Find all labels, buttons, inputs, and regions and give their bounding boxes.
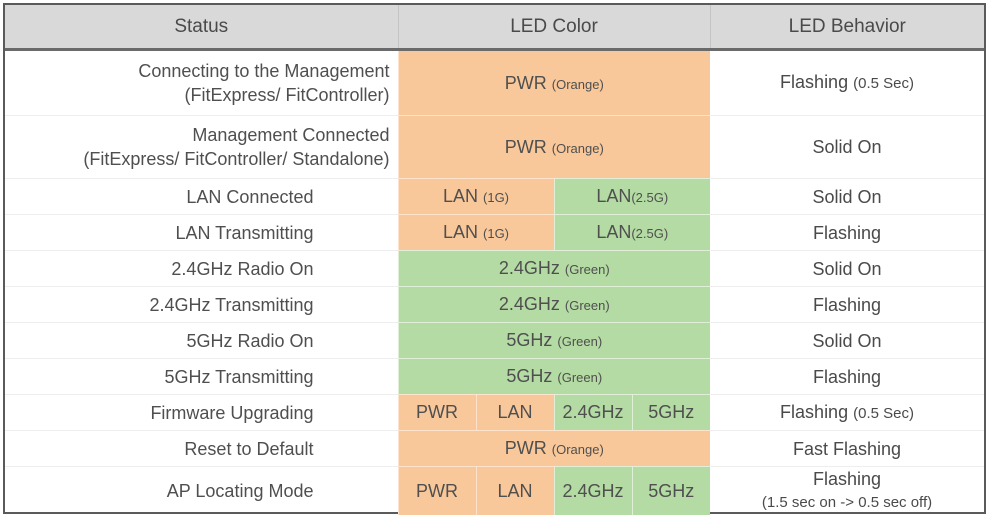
- led-label: PWR: [504, 438, 547, 458]
- led-color-cell: PWR (Orange): [397, 430, 711, 467]
- table-row: LAN Connected LAN (1G) LAN(2.5G) Solid O…: [5, 178, 984, 215]
- status-cell: Firmware Upgrading: [5, 394, 398, 431]
- led-label: 2.4GHz: [498, 294, 560, 314]
- behavior-note: (1.5 sec on -> 0.5 sec off): [761, 494, 933, 511]
- status-cell: 5GHz Radio On: [5, 322, 398, 359]
- header-status: Status: [5, 5, 399, 51]
- led-5ghz-cell: 5GHz: [631, 394, 711, 431]
- led-note: (Green): [557, 334, 603, 349]
- led-color-cell: 5GHz (Green): [397, 322, 711, 359]
- led-color-cell: 5GHz (Green): [397, 358, 711, 395]
- table-row: 5GHz Radio On 5GHz (Green) Solid On: [5, 322, 984, 359]
- led-color-cell: PWR (Orange): [397, 115, 711, 179]
- status-cell: Management Connected (FitExpress/ FitCont…: [5, 115, 398, 179]
- behavior-cell: Flashing (0.5 Sec): [710, 394, 984, 431]
- led-24ghz-cell: 2.4GHz: [553, 466, 632, 515]
- behavior-cell: Flashing: [710, 286, 984, 323]
- led-label: 5GHz: [506, 330, 553, 350]
- status-cell: Connecting to the Management (FitExpress/…: [5, 49, 398, 116]
- behavior-text: Flashing: [780, 72, 849, 92]
- led-5ghz-cell: 5GHz: [631, 466, 711, 515]
- behavior-cell: Fast Flashing: [710, 430, 984, 467]
- table-row: Firmware Upgrading PWR LAN 2.4GHz 5GHz F…: [5, 394, 984, 431]
- behavior-cell: Solid On: [710, 115, 984, 179]
- header-led-behavior: LED Behavior: [710, 5, 984, 51]
- led-note: (2.5G): [631, 190, 669, 205]
- behavior-cell: Solid On: [710, 250, 984, 287]
- table-row: 2.4GHz Transmitting 2.4GHz (Green) Flash…: [5, 286, 984, 323]
- behavior-cell: Solid On: [710, 178, 984, 215]
- behavior-cell: Flashing: [710, 214, 984, 251]
- table-row: 5GHz Transmitting 5GHz (Green) Flashing: [5, 358, 984, 395]
- led-note: (1G): [483, 190, 510, 205]
- behavior-cell: Flashing (0.5 Sec): [710, 49, 984, 116]
- status-subtext: (FitExpress/ FitController): [184, 85, 390, 105]
- behavior-note: (0.5 Sec): [853, 75, 914, 92]
- status-cell: Reset to Default: [5, 430, 398, 467]
- led-lan-cell: LAN: [475, 394, 554, 431]
- led-label: LAN: [596, 222, 632, 242]
- behavior-cell: Flashing: [710, 358, 984, 395]
- status-cell: AP Locating Mode: [5, 466, 398, 515]
- led-status-table: Status LED Color LED Behavior Connecting…: [5, 5, 984, 515]
- led-color-cell: LAN (1G): [397, 178, 554, 215]
- led-color-cell: 2.4GHz (Green): [397, 250, 711, 287]
- status-text: Connecting to the Management: [138, 61, 390, 81]
- led-color-cell: LAN(2.5G): [553, 178, 711, 215]
- led-color-cell: PWR (Orange): [397, 49, 711, 116]
- led-label: LAN: [596, 186, 632, 206]
- status-cell: 2.4GHz Radio On: [5, 250, 398, 287]
- led-color-cell: LAN(2.5G): [553, 214, 711, 251]
- led-note: (1G): [483, 226, 510, 241]
- header-led-color: LED Color: [398, 5, 711, 51]
- behavior-text: Flashing: [812, 469, 882, 489]
- table-row: LAN Transmitting LAN (1G) LAN(2.5G) Flas…: [5, 214, 984, 251]
- led-note: (Orange): [551, 76, 604, 92]
- table-row: Connecting to the Management (FitExpress/…: [5, 49, 984, 116]
- table-row: AP Locating Mode PWR LAN 2.4GHz 5GHz Fla…: [5, 466, 984, 515]
- status-cell: 2.4GHz Transmitting: [5, 286, 398, 323]
- behavior-note: (0.5 Sec): [853, 404, 914, 422]
- status-cell: 5GHz Transmitting: [5, 358, 398, 395]
- led-label: PWR: [504, 136, 547, 157]
- status-text: Management Connected: [192, 125, 390, 145]
- table-header-row: Status LED Color LED Behavior: [5, 5, 984, 51]
- behavior-cell: Solid On: [710, 322, 984, 359]
- led-note: (Orange): [551, 442, 604, 457]
- led-label: 2.4GHz: [498, 258, 560, 278]
- led-label: PWR: [504, 72, 547, 93]
- table-row: Management Connected (FitExpress/ FitCont…: [5, 115, 984, 179]
- table-row: 2.4GHz Radio On 2.4GHz (Green) Solid On: [5, 250, 984, 287]
- status-subtext: (FitExpress/ FitController/ Standalone): [83, 149, 390, 169]
- led-note: (Green): [564, 262, 610, 277]
- led-24ghz-cell: 2.4GHz: [553, 394, 632, 431]
- led-pwr-cell: PWR: [397, 394, 476, 431]
- status-cell: LAN Connected: [5, 178, 398, 215]
- led-label: LAN: [442, 222, 478, 242]
- led-lan-cell: LAN: [475, 466, 554, 515]
- led-pwr-cell: PWR: [397, 466, 476, 515]
- status-cell: LAN Transmitting: [5, 214, 398, 251]
- led-label: LAN: [442, 186, 478, 206]
- led-color-cell: LAN (1G): [397, 214, 554, 251]
- led-note: (Orange): [551, 140, 604, 156]
- led-status-table-frame: Status LED Color LED Behavior Connecting…: [3, 3, 986, 515]
- led-note: (2.5G): [631, 226, 669, 241]
- led-note: (Green): [557, 370, 603, 385]
- behavior-cell: Flashing (1.5 sec on -> 0.5 sec off): [710, 466, 984, 515]
- led-label: 5GHz: [506, 366, 553, 386]
- behavior-text: Flashing: [780, 401, 849, 422]
- led-note: (Green): [564, 298, 610, 313]
- table-row: Reset to Default PWR (Orange) Fast Flash…: [5, 430, 984, 467]
- led-color-cell: 2.4GHz (Green): [397, 286, 711, 323]
